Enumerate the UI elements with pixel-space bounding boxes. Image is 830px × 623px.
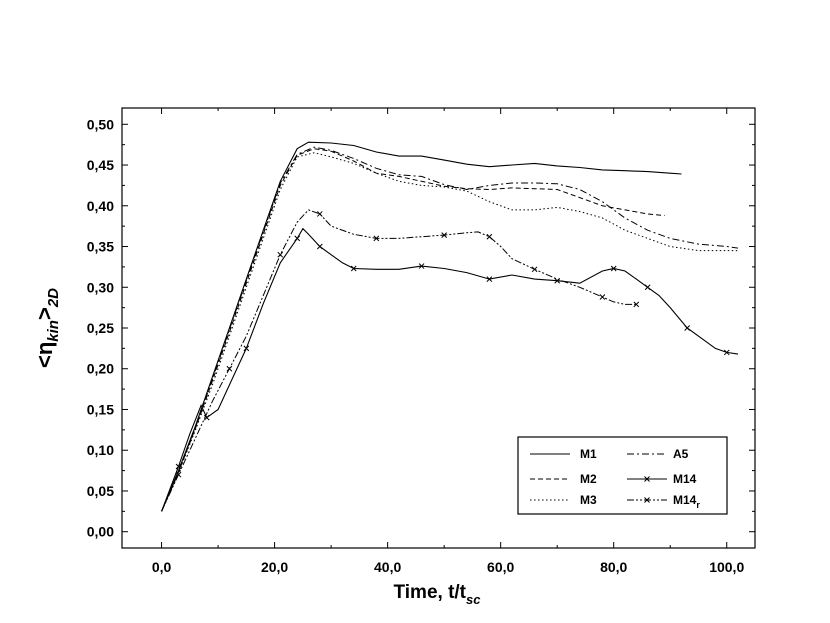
- y-axis-title-open: <η: [32, 342, 57, 368]
- series-m14r: [161, 209, 640, 512]
- legend-item: A5: [627, 447, 689, 461]
- x-tick-label: 60,0: [487, 559, 514, 575]
- legend-label: M3: [580, 493, 597, 507]
- series-line-m1: [161, 141, 682, 512]
- y-tick-label: 0,35: [87, 239, 114, 255]
- series-point: [633, 301, 640, 308]
- y-tick-label: 0,50: [87, 116, 114, 132]
- series-m14: [161, 227, 739, 512]
- y-tick-label: 0,20: [87, 361, 114, 377]
- series-point: [441, 232, 448, 238]
- x-tick-label: 20,0: [261, 559, 288, 575]
- legend-label: M1: [580, 447, 597, 461]
- series-line-a5: [161, 146, 739, 512]
- series-layer: [161, 141, 739, 512]
- y-tick-label: 0,30: [87, 279, 114, 295]
- series-point: [243, 345, 250, 352]
- legend-marker: [644, 476, 650, 482]
- series-point: [644, 284, 651, 291]
- series-point: [226, 365, 233, 372]
- x-axis-title-sub: sc: [466, 592, 481, 607]
- series-line-m2: [161, 148, 665, 512]
- legend-item: M2: [530, 472, 597, 486]
- series-point: [599, 294, 606, 300]
- legend-label: M2: [580, 472, 597, 486]
- x-axis-title: Time, t/tsc: [394, 582, 482, 607]
- y-axis-title-sub: kin: [45, 320, 62, 342]
- series-point: [294, 235, 301, 242]
- series-m1: [161, 141, 682, 512]
- series-point: [373, 235, 380, 242]
- x-tick-label: 80,0: [600, 559, 627, 575]
- y-tick-labels: 0,00 0,05 0,10 0,15 0,20 0,25 0,30 0,35 0,40 0,45…: [87, 116, 114, 539]
- series-point: [554, 277, 561, 284]
- x-tick-label: 100,0: [709, 559, 744, 575]
- series-point: [723, 349, 730, 356]
- x-tick-label: 0,0: [152, 559, 172, 575]
- legend-item: M1: [530, 447, 597, 461]
- y-axis-title: <ηkin>2D: [32, 288, 62, 368]
- legend-item: M3: [530, 493, 597, 507]
- series-point: [531, 266, 538, 273]
- series-point: [486, 276, 493, 282]
- y-tick-label: 0,15: [87, 401, 114, 417]
- y-tick-label: 0,40: [87, 198, 114, 214]
- legend-item: M14: [627, 472, 697, 486]
- y-tick-label: 0,45: [87, 157, 114, 173]
- x-axis-title-main: Time, t/t: [394, 582, 467, 603]
- y-axis-title-close: >: [32, 307, 57, 320]
- series-point: [175, 471, 182, 478]
- series-point: [350, 265, 357, 272]
- y-tick-label: 0,10: [87, 442, 114, 458]
- legend: M1 A5 M2 M14 M3 M14r: [517, 436, 728, 515]
- series-point: [610, 265, 617, 272]
- series-m2: [161, 148, 665, 512]
- series-point: [418, 263, 425, 269]
- legend-label: M14: [673, 472, 697, 486]
- x-tick-label: 40,0: [374, 559, 401, 575]
- legend-label: A5: [673, 447, 689, 461]
- y-tick-label: 0,25: [87, 320, 114, 336]
- legend-label: M14r: [673, 493, 700, 510]
- plot-frame: [121, 107, 756, 549]
- y-tick-label: 0,05: [87, 483, 114, 499]
- y-tick-label: 0,00: [87, 524, 114, 540]
- legend-item: M14r: [627, 493, 700, 510]
- series-point: [316, 211, 323, 217]
- series-point: [486, 233, 493, 240]
- y-axis-title-close-sub: 2D: [45, 288, 62, 308]
- series-point: [175, 463, 182, 470]
- x-tick-labels: 0,0 20,0 40,0 60,0 80,0 100,0: [152, 559, 745, 575]
- legend-box: [517, 436, 728, 515]
- series-point: [277, 251, 284, 258]
- legend-label-sub: r: [696, 500, 700, 510]
- series-a5: [161, 146, 739, 512]
- series-line-m14r: [161, 209, 637, 512]
- series-point: [316, 243, 323, 250]
- legend-marker: [644, 497, 650, 503]
- series-point: [684, 325, 691, 331]
